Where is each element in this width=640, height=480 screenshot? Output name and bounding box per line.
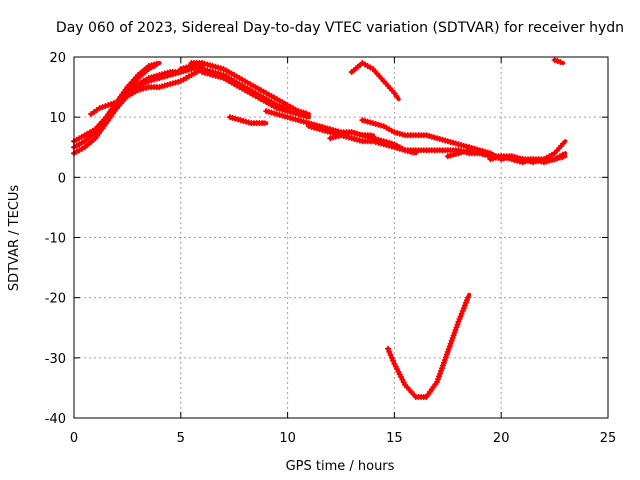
- data-point: [386, 348, 393, 355]
- x-tick-label: 0: [70, 431, 78, 446]
- data-point: [388, 354, 395, 361]
- ticks: 0 5 10 15 20 25 -40 -30 -20 -10 0 10 20: [45, 51, 617, 446]
- y-tick-label: 0: [58, 171, 66, 186]
- data-series-arc-6: [188, 60, 311, 117]
- data-point: [153, 60, 160, 67]
- data-point: [384, 345, 391, 352]
- data-series-arc-19: [551, 57, 566, 66]
- data-point: [393, 93, 400, 100]
- data-point: [261, 120, 268, 127]
- x-tick-label: 15: [386, 431, 403, 446]
- data-point: [175, 69, 182, 76]
- x-axis-label: GPS time / hours: [286, 459, 395, 474]
- x-tick-label: 25: [600, 431, 617, 446]
- chart-title: Day 060 of 2023, Sidereal Day-to-day VTE…: [56, 20, 624, 36]
- y-tick-label: -10: [45, 232, 66, 247]
- y-axis-label: SDTVAR / TECUs: [7, 185, 22, 292]
- data-series-arc-9: [226, 114, 269, 127]
- data-series-arc-17: [348, 60, 401, 102]
- data-point: [551, 57, 558, 64]
- data-layer: [71, 57, 568, 400]
- data-series-arc-16: [487, 151, 568, 166]
- x-tick-label: 5: [177, 431, 185, 446]
- data-series-arc-5: [92, 69, 183, 139]
- data-point: [303, 113, 310, 120]
- data-point: [99, 104, 106, 111]
- data-point: [557, 59, 564, 66]
- data-point: [554, 58, 561, 65]
- data-point: [96, 105, 103, 112]
- data-point: [559, 151, 566, 158]
- data-point: [560, 140, 567, 147]
- data-point: [387, 351, 394, 358]
- y-tick-label: -40: [45, 412, 66, 427]
- y-tick-label: 10: [49, 111, 66, 126]
- data-point: [465, 294, 472, 301]
- data-series-arc-18: [384, 292, 472, 400]
- y-tick-label: -20: [45, 292, 66, 307]
- y-tick-label: -30: [45, 352, 66, 367]
- data-point: [281, 104, 288, 111]
- data-point: [105, 102, 112, 109]
- data-point: [391, 90, 398, 97]
- data-point: [108, 101, 115, 108]
- x-tick-label: 20: [493, 431, 510, 446]
- data-series-arc-3: [71, 60, 162, 145]
- data-point: [110, 100, 117, 107]
- data-point: [390, 357, 397, 364]
- x-tick-label: 10: [279, 431, 296, 446]
- data-point: [102, 103, 109, 110]
- y-tick-label: 20: [49, 51, 66, 66]
- data-series-arc-12: [327, 129, 418, 156]
- data-point: [410, 149, 417, 156]
- data-series-arc-8: [177, 63, 290, 111]
